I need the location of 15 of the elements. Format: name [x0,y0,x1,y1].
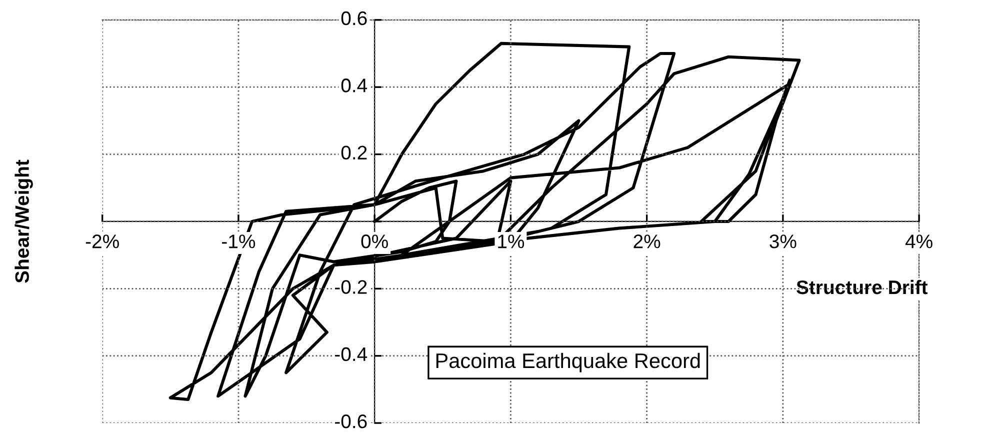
annotation: Pacoima Earthquake Record [436,352,700,372]
y-tick-label: -0.6 [334,414,367,428]
y-tick-label: 0.2 [341,146,367,160]
x-tick-label: -2% [86,234,119,248]
x-tick-label: 2% [634,234,660,248]
y-tick-label: -0.2 [334,280,367,294]
y-axis-title: Shear/Weight [14,160,33,283]
x-tick-label: -1% [222,234,256,248]
y-tick-label: 0.6 [341,11,367,26]
x-tick-label: 0% [361,234,388,248]
y-tick-label: 0.4 [341,78,368,92]
x-tick-label: 4% [905,234,932,248]
x-tick-label: 3% [770,234,796,248]
x-axis-title: Structure Drift [796,280,928,294]
y-tick-label: -0.4 [334,347,368,362]
